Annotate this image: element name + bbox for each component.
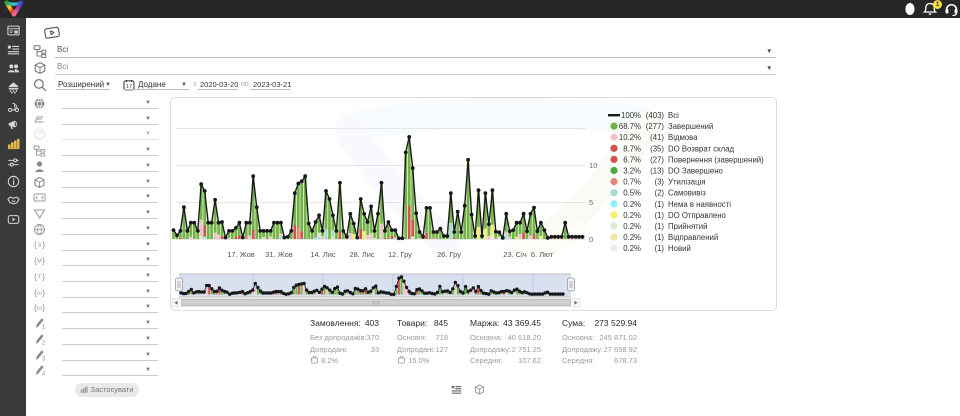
svg-text:Утилізація: Утилізація — [668, 178, 706, 187]
svg-text:Новий: Новий — [668, 244, 691, 253]
svg-text:{: { — [34, 304, 37, 313]
svg-text:1: 1 — [42, 325, 46, 331]
svg-text:(1): (1) — [654, 200, 664, 209]
svg-text:10: 10 — [589, 161, 597, 170]
svg-text:}: } — [42, 289, 45, 298]
svg-text:(1): (1) — [654, 211, 664, 220]
svg-text:DO Завершено: DO Завершено — [668, 167, 724, 176]
svg-text:0.2%: 0.2% — [623, 211, 641, 220]
svg-text:DO Возврат склад: DO Возврат склад — [668, 144, 735, 153]
svg-text:0.2%: 0.2% — [623, 222, 641, 231]
svg-text:}: } — [42, 304, 45, 313]
svg-text:(13): (13) — [650, 167, 664, 176]
svg-text:12. Гру: 12. Гру — [388, 250, 412, 259]
svg-text:3: 3 — [42, 357, 46, 363]
svg-text:Повернення (завершений): Повернення (завершений) — [668, 155, 764, 164]
svg-text:17. Жов: 17. Жов — [227, 250, 255, 259]
svg-text:(403): (403) — [646, 111, 665, 120]
svg-text:23. Січ: 23. Січ — [503, 250, 527, 259]
svg-text:0.5%: 0.5% — [623, 189, 641, 198]
svg-text:3.2%: 3.2% — [623, 167, 641, 176]
svg-text:31. Жов: 31. Жов — [265, 250, 293, 259]
svg-text:Відмова: Відмова — [668, 133, 698, 142]
svg-text:(1): (1) — [654, 244, 664, 253]
svg-text:T: T — [38, 275, 42, 281]
svg-text:14. Лис: 14. Лис — [310, 250, 336, 259]
svg-text:Нема в наявності: Нема в наявності — [668, 200, 731, 209]
svg-text:M: M — [37, 259, 42, 265]
svg-text:S: S — [38, 243, 42, 249]
svg-text:0: 0 — [589, 235, 593, 244]
svg-text:Прийнятий: Прийнятий — [668, 222, 707, 231]
svg-text:0.2%: 0.2% — [623, 233, 641, 242]
svg-text:(1): (1) — [654, 233, 664, 242]
svg-text:2: 2 — [42, 341, 46, 347]
svg-text:{: { — [34, 257, 37, 266]
svg-text:(2): (2) — [654, 189, 664, 198]
svg-text:D2: D2 — [37, 306, 43, 311]
svg-text:100%: 100% — [621, 111, 641, 120]
svg-text:(1): (1) — [654, 222, 664, 231]
svg-text:{: { — [34, 241, 37, 250]
svg-text:10.2%: 10.2% — [619, 133, 641, 142]
svg-text:}: } — [42, 273, 45, 282]
svg-text:(3): (3) — [654, 178, 664, 187]
svg-text:{: { — [34, 273, 37, 282]
svg-text:26. Гру: 26. Гру — [437, 250, 461, 259]
svg-text:0.7%: 0.7% — [623, 178, 641, 187]
svg-text:DO Отправлено: DO Отправлено — [668, 211, 727, 220]
svg-text:Відправлений: Відправлений — [668, 233, 718, 242]
svg-text:17: 17 — [126, 84, 132, 90]
svg-text:68.7%: 68.7% — [619, 122, 641, 131]
svg-text:Самовивіз: Самовивіз — [668, 189, 706, 198]
svg-text:5: 5 — [589, 198, 593, 207]
svg-text:8.7%: 8.7% — [623, 144, 641, 153]
svg-text:6.7%: 6.7% — [623, 155, 641, 164]
svg-text:(27): (27) — [650, 155, 664, 164]
svg-text:?: ? — [38, 132, 42, 139]
svg-text:28. Лис: 28. Лис — [349, 250, 375, 259]
svg-text:}: } — [42, 241, 45, 250]
svg-text:0.2%: 0.2% — [623, 200, 641, 209]
svg-text:D1: D1 — [37, 291, 43, 296]
svg-text:(41): (41) — [650, 133, 664, 142]
svg-text:(35): (35) — [650, 144, 664, 153]
svg-text:0.2%: 0.2% — [623, 244, 641, 253]
svg-text:(277): (277) — [646, 122, 665, 131]
svg-text:4: 4 — [42, 372, 46, 378]
svg-text:{: { — [34, 289, 37, 298]
svg-text:Всі: Всі — [668, 111, 679, 120]
svg-text:Завершений: Завершений — [668, 122, 713, 131]
svg-text:}: } — [42, 257, 45, 266]
svg-text:6. Лют: 6. Лют — [531, 250, 554, 259]
